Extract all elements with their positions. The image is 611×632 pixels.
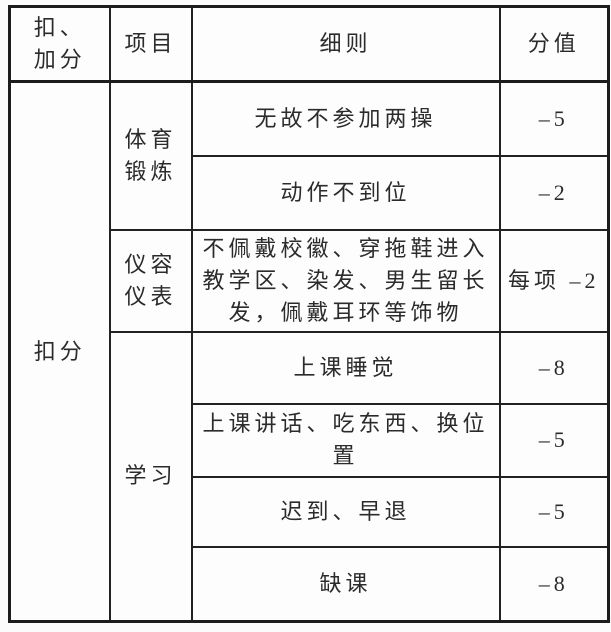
score-cell: –8	[498, 545, 610, 623]
detail-cell: 缺课	[190, 545, 501, 623]
score-rules-table: 扣、加分 项目 细则 分值 扣分 体育锻炼	[8, 5, 610, 623]
table-row: 学习 上课睡觉 –8	[10, 330, 610, 623]
project-sports-label: 体育锻炼	[124, 126, 177, 184]
score-cell: –8	[498, 330, 610, 405]
table-row: 动作不到位 –2	[10, 154, 610, 231]
detail-cell: 无故不参加两操	[190, 80, 501, 157]
header-deduct-add-label: 扣、加分	[33, 15, 86, 72]
table-row: 缺课 –8	[10, 545, 610, 623]
score-cell: 每项 –2	[498, 228, 610, 333]
table-row: 上课讲话、吃东西、换位置 –5	[10, 402, 610, 478]
score-cell: –5	[498, 402, 610, 478]
detail-cell: 不佩戴校徽、穿拖鞋进入教学区、染发、男生留长发，佩戴耳环等饰物	[190, 228, 501, 333]
header-cell-deduct-add: 扣、加分	[8, 5, 111, 83]
table-row: 扣分 体育锻炼 无故不参加两操 –5	[8, 80, 610, 623]
detail-cell: 上课讲话、吃东西、换位置	[190, 402, 501, 478]
detail-cell: 上课睡觉	[190, 330, 501, 405]
score-cell: –5	[498, 80, 610, 157]
header-cell-score: 分值	[498, 5, 610, 83]
detail-cell: 迟到、早退	[190, 475, 501, 548]
project-cell-appearance: 仪容仪表	[108, 228, 193, 333]
category-label: 扣分	[33, 338, 86, 364]
score-cell: –5	[498, 475, 610, 548]
table-header-row: 扣、加分 项目 细则 分值	[8, 5, 610, 83]
header-rules-label: 细则	[319, 31, 372, 56]
header-score-label: 分值	[527, 31, 580, 56]
table-row: 迟到、早退 –5	[10, 475, 610, 548]
table-row: 仪容仪表 不佩戴校徽、穿拖鞋进入教学区、染发、男生留长发，佩戴耳环等饰物 每项 …	[10, 228, 610, 333]
detail-cell: 动作不到位	[190, 154, 501, 231]
category-cell-deduction: 扣分	[8, 80, 111, 623]
project-study-label: 学习	[124, 463, 177, 489]
header-cell-rules: 细则	[190, 5, 501, 83]
project-appearance-label: 仪容仪表	[124, 251, 177, 309]
header-project-label: 项目	[124, 31, 177, 56]
header-cell-project: 项目	[108, 5, 193, 83]
score-cell: –2	[498, 154, 610, 231]
project-cell-sports: 体育锻炼	[108, 80, 193, 231]
project-cell-study: 学习	[108, 330, 193, 623]
